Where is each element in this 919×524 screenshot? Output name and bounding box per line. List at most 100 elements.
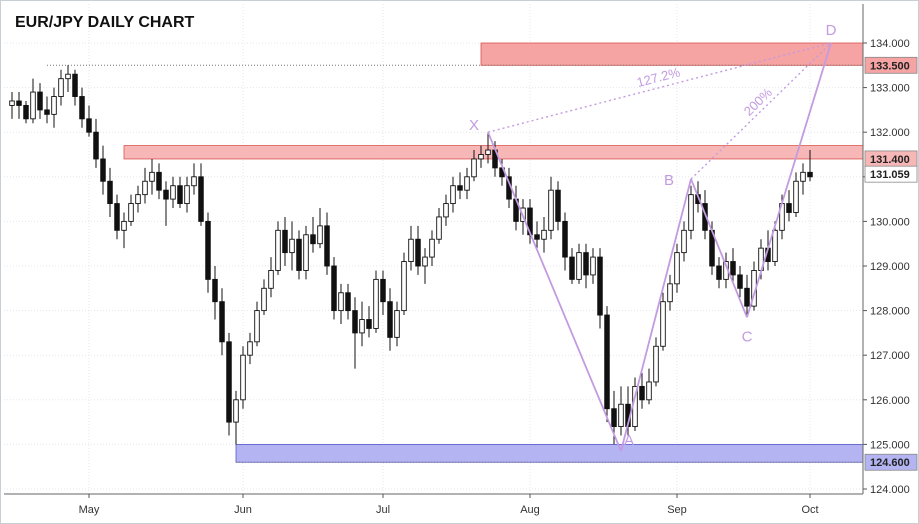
candle-up: [800, 171, 806, 182]
candle-up: [121, 220, 127, 231]
candlesticks: [9, 65, 813, 445]
pattern-leg-XA: [487, 131, 622, 452]
candle-down: [16, 100, 22, 106]
candle-up: [436, 216, 442, 240]
candle-up: [471, 158, 477, 178]
candle-up: [275, 229, 281, 271]
candle-down: [562, 220, 568, 258]
candle-up: [646, 381, 652, 401]
candle-up: [9, 100, 15, 106]
candle-down: [219, 301, 225, 343]
candle-down: [212, 278, 218, 303]
y-tick-label: 126.000: [870, 395, 910, 407]
chart-title: EUR/JPY DAILY CHART: [15, 14, 195, 31]
x-tick-label: Aug: [520, 504, 540, 516]
candle-up: [401, 261, 407, 312]
candle-down: [611, 408, 617, 428]
candle-up: [65, 73, 71, 80]
candle-down: [86, 118, 92, 133]
candle-up: [408, 238, 414, 262]
y-tick-label: 124.000: [870, 484, 910, 496]
pattern-point-B: B: [664, 172, 674, 189]
candle-down: [415, 238, 421, 267]
pattern-point-C: C: [742, 328, 753, 345]
resistance-zone-133: [480, 42, 864, 66]
candle-down: [205, 220, 211, 280]
pattern-point-D: D: [826, 22, 837, 39]
candle-up: [485, 149, 491, 155]
candle-up: [674, 252, 680, 285]
candle-down: [114, 203, 120, 231]
candle-up: [660, 301, 666, 347]
price-tags: 133.500 131.400 131.059 124.600: [864, 56, 918, 471]
price-tag-label: 124.600: [870, 457, 910, 469]
candle-down: [93, 131, 99, 160]
candle-down: [569, 256, 575, 280]
candle-up: [233, 399, 239, 423]
candle-up: [191, 176, 197, 187]
candle-down: [604, 314, 610, 410]
candle-up: [478, 154, 484, 160]
candle-up: [464, 176, 470, 191]
price-tag-label: 131.059: [870, 169, 910, 181]
y-tick-label: 128.000: [870, 306, 910, 318]
candle-up: [142, 180, 148, 196]
candle-up: [128, 203, 134, 222]
candle-down: [310, 234, 316, 245]
candle-down: [37, 91, 43, 111]
y-tick-label: 134.000: [870, 38, 910, 50]
candle-up: [268, 270, 274, 289]
candle-up: [793, 180, 799, 213]
time-axis: May Jun Jul Aug Sep Oct: [4, 493, 863, 516]
candle-up: [394, 310, 400, 338]
price-axis: 124.000 125.000 126.000 127.000 128.000 129.0…: [862, 4, 910, 496]
y-tick-label: 129.000: [870, 261, 910, 273]
candle-up: [51, 96, 57, 115]
x-tick-label: Jun: [234, 504, 252, 516]
x-tick-label: Jul: [376, 504, 390, 516]
price-tag-box: [864, 453, 918, 471]
price-tag-label: 133.500: [870, 60, 910, 72]
candle-down: [23, 104, 29, 120]
x-tick-label: May: [79, 504, 100, 516]
candle-up: [443, 203, 449, 218]
support-zone-125: [235, 443, 864, 463]
candle-down: [380, 278, 386, 303]
candle-up: [303, 234, 309, 271]
pattern-leg-CD: [746, 42, 832, 318]
candle-down: [583, 252, 589, 276]
candle-down: [163, 189, 169, 200]
y-tick-label: 133.000: [870, 83, 910, 95]
candle-down: [282, 229, 288, 254]
candle-up: [254, 310, 260, 343]
candle-down: [331, 265, 337, 312]
candle-up: [681, 229, 687, 254]
candle-up: [576, 252, 582, 280]
candle-up: [149, 171, 155, 182]
candle-down: [597, 256, 603, 316]
candle-up: [653, 345, 659, 383]
candle-up: [772, 229, 778, 262]
candle-down: [737, 274, 743, 289]
candle-down: [639, 385, 645, 401]
candle-up: [317, 225, 323, 245]
candle-up: [240, 354, 246, 401]
y-tick-label: 130.000: [870, 216, 910, 228]
price-tag-box: [864, 165, 918, 183]
candle-up: [261, 287, 267, 312]
candle-down: [457, 185, 463, 191]
pattern-leg-AB: [620, 178, 692, 452]
candle-up: [30, 91, 36, 120]
y-tick-label: 132.000: [870, 127, 910, 139]
candle-down: [324, 225, 330, 267]
candle-up: [184, 185, 190, 205]
candle-up: [135, 194, 141, 205]
candle-up: [667, 283, 673, 303]
pattern-point-A: A: [624, 432, 634, 449]
candle-up: [541, 229, 547, 240]
candle-down: [744, 287, 750, 307]
candle-down: [352, 310, 358, 334]
candle-down: [198, 176, 204, 222]
